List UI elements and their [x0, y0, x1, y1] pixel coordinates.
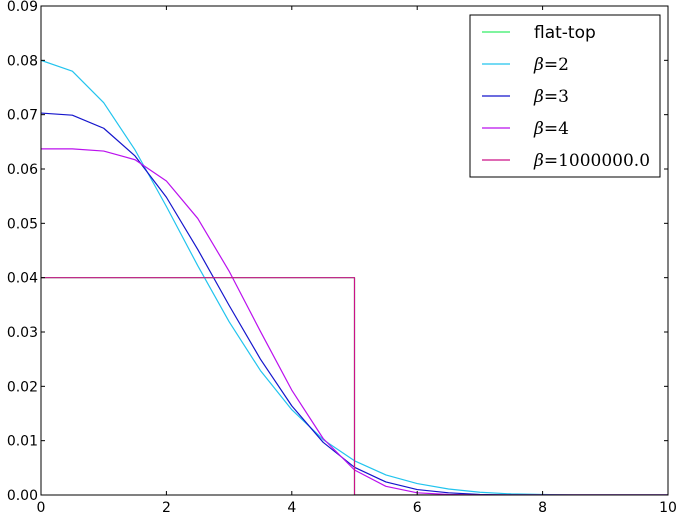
x-tick-label: 0 — [37, 500, 46, 513]
legend-item-3: β=4 — [482, 119, 569, 139]
legend-item-2: β=3 — [482, 87, 569, 107]
x-tick-label: 4 — [287, 500, 296, 513]
y-tick-label: 0.02 — [7, 379, 38, 395]
series-line-4 — [41, 277, 668, 495]
y-tick-label: 0.03 — [7, 325, 38, 341]
legend-label: β=2 — [533, 55, 569, 75]
y-tick-label: 0.09 — [7, 0, 38, 15]
y-tick-label: 0.06 — [7, 162, 38, 178]
y-tick-label: 0.01 — [7, 434, 38, 450]
x-tick-label: 2 — [162, 500, 171, 513]
legend-item-1: β=2 — [482, 55, 569, 75]
y-tick-label: 0.04 — [7, 271, 38, 287]
legend-label: flat-top — [534, 23, 596, 43]
legend-item-4: β=1000000.0 — [482, 151, 650, 171]
y-tick-label: 0.05 — [7, 216, 38, 232]
tick-layer: 0 2 4 6 8 10 0.00 0.01 0.02 0.03 0.04 0.05 0.06 0.07 0… — [7, 0, 677, 513]
legend: flat-top β=2 β=3 β=4 β=1000000.0 — [469, 14, 661, 178]
y-tick-label: 0.00 — [7, 488, 38, 504]
plot-frame — [40, 5, 669, 496]
legend-label: β=3 — [533, 87, 569, 107]
y-tick-label: 0.08 — [7, 53, 38, 69]
x-tick-label: 6 — [413, 500, 422, 513]
y-tick-label: 0.07 — [7, 108, 38, 124]
legend-item-0: flat-top — [482, 23, 596, 43]
legend-label: β=1000000.0 — [533, 151, 650, 171]
x-tick-label: 8 — [538, 500, 547, 513]
legend-label: β=4 — [533, 119, 569, 139]
x-tick-label: 10 — [659, 500, 677, 513]
